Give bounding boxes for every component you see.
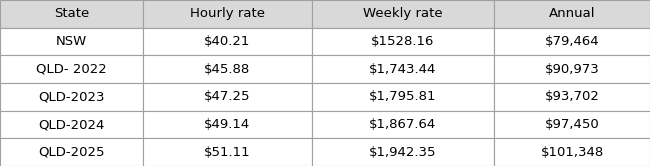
Text: QLD-2023: QLD-2023 — [38, 90, 105, 103]
Text: $90,973: $90,973 — [545, 63, 599, 76]
Text: QLD-2024: QLD-2024 — [38, 118, 105, 131]
Bar — [143, 0, 312, 28]
Bar — [0, 138, 143, 166]
Text: $93,702: $93,702 — [545, 90, 599, 103]
Text: $97,450: $97,450 — [545, 118, 599, 131]
Bar — [494, 0, 650, 28]
Bar — [494, 111, 650, 138]
Text: $1,867.64: $1,867.64 — [369, 118, 437, 131]
Bar — [312, 28, 494, 55]
Text: $47.25: $47.25 — [204, 90, 251, 103]
Bar — [143, 83, 312, 111]
Bar — [494, 138, 650, 166]
Bar — [0, 0, 143, 28]
Text: QLD- 2022: QLD- 2022 — [36, 63, 107, 76]
Text: Annual: Annual — [549, 7, 595, 20]
Text: NSW: NSW — [56, 35, 87, 48]
Text: QLD-2025: QLD-2025 — [38, 146, 105, 159]
Bar — [312, 83, 494, 111]
Bar — [0, 83, 143, 111]
Bar — [143, 28, 312, 55]
Text: State: State — [54, 7, 89, 20]
Bar — [312, 111, 494, 138]
Bar — [494, 55, 650, 83]
Text: $45.88: $45.88 — [204, 63, 251, 76]
Bar — [143, 55, 312, 83]
Text: $40.21: $40.21 — [204, 35, 251, 48]
Bar — [494, 28, 650, 55]
Text: $79,464: $79,464 — [545, 35, 599, 48]
Bar — [312, 55, 494, 83]
Bar — [143, 138, 312, 166]
Text: $1,795.81: $1,795.81 — [369, 90, 437, 103]
Text: $51.11: $51.11 — [204, 146, 251, 159]
Bar — [0, 28, 143, 55]
Text: $1,942.35: $1,942.35 — [369, 146, 437, 159]
Text: $1528.16: $1528.16 — [371, 35, 435, 48]
Bar — [0, 55, 143, 83]
Text: $1,743.44: $1,743.44 — [369, 63, 437, 76]
Bar — [312, 138, 494, 166]
Text: Weekly rate: Weekly rate — [363, 7, 443, 20]
Bar — [143, 111, 312, 138]
Text: Hourly rate: Hourly rate — [190, 7, 265, 20]
Bar — [0, 111, 143, 138]
Bar — [312, 0, 494, 28]
Text: $101,348: $101,348 — [540, 146, 604, 159]
Text: $49.14: $49.14 — [204, 118, 251, 131]
Bar — [494, 83, 650, 111]
